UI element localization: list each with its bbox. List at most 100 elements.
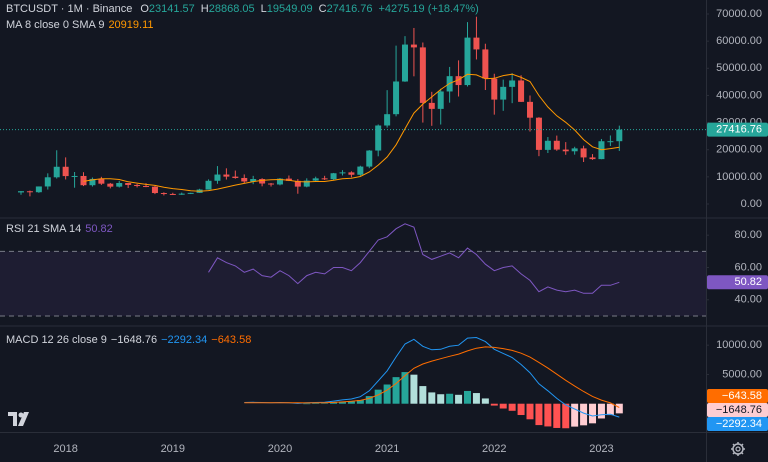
candle-body bbox=[330, 173, 337, 180]
value-tag: 27416.76 bbox=[716, 123, 762, 135]
histogram-bar bbox=[392, 377, 400, 404]
candle-body bbox=[366, 150, 373, 167]
candle-body bbox=[143, 186, 150, 188]
histogram-bar bbox=[580, 403, 588, 426]
candle-body bbox=[410, 44, 417, 48]
candle-body bbox=[134, 184, 141, 187]
candle-body bbox=[116, 183, 123, 187]
value-tag-bg bbox=[707, 275, 768, 290]
candle-body bbox=[571, 148, 578, 152]
histogram-bar bbox=[338, 401, 346, 404]
candle-body bbox=[518, 80, 525, 102]
symbol-title: BTCUSDT · 1M · Binance bbox=[6, 3, 133, 15]
histogram-bar bbox=[544, 403, 552, 427]
candle-body bbox=[187, 192, 194, 194]
candle-body bbox=[464, 37, 471, 86]
ohlc-value: 27416.76 bbox=[326, 3, 373, 15]
histogram-bar bbox=[553, 403, 561, 428]
histogram-bar bbox=[401, 372, 409, 404]
candle-body bbox=[321, 178, 328, 180]
y-tick-label: 80.00 bbox=[734, 229, 762, 241]
macd-legend: MACD 12 26 close 9 −1648.76 −2292.34 −643.5… bbox=[6, 332, 255, 348]
ohlc-value: 23141.57 bbox=[148, 3, 195, 15]
candle-body bbox=[44, 177, 51, 187]
histogram-bar bbox=[499, 403, 507, 409]
histogram-bar bbox=[481, 398, 489, 404]
candle-body bbox=[151, 186, 158, 194]
candle-body bbox=[107, 183, 114, 187]
value-tag: −2292.34 bbox=[716, 418, 762, 430]
rsi-title: RSI 21 SMA 14 bbox=[6, 223, 82, 235]
histogram-bar bbox=[526, 403, 534, 420]
candle-body bbox=[232, 176, 239, 178]
histogram-bar bbox=[321, 403, 329, 404]
rsi-value: 50.82 bbox=[85, 223, 113, 235]
histogram-bar bbox=[383, 384, 391, 404]
y-tick-label: 60000.00 bbox=[716, 35, 762, 47]
ma-value: 20919.11 bbox=[108, 19, 154, 31]
ohlc-value: 19549.09 bbox=[266, 3, 313, 15]
rsi-band bbox=[0, 251, 706, 316]
histogram-bar bbox=[365, 396, 373, 404]
candle-body bbox=[616, 129, 623, 142]
candle-body bbox=[241, 177, 248, 182]
candle-body bbox=[437, 91, 444, 109]
change: +4275.19 (+18.47%) bbox=[378, 3, 479, 15]
candle-body bbox=[544, 140, 551, 150]
candle-body bbox=[268, 183, 275, 185]
histogram-bar bbox=[330, 402, 338, 404]
x-tick-label: 2023 bbox=[589, 443, 613, 455]
ohlc-value: 28868.05 bbox=[208, 3, 255, 15]
settings-gear[interactable] bbox=[731, 442, 745, 456]
candle-body bbox=[419, 47, 426, 103]
candle-body bbox=[393, 81, 400, 115]
candle-body bbox=[62, 166, 69, 177]
hist-value: −1648.76 bbox=[110, 334, 158, 346]
candle-body bbox=[26, 191, 33, 193]
value-tag-bg bbox=[707, 389, 768, 403]
value-tag-bg bbox=[707, 417, 768, 431]
x-tick-label: 2021 bbox=[375, 443, 399, 455]
y-tick-label: 40000.00 bbox=[716, 89, 762, 101]
candle-body bbox=[89, 178, 96, 186]
histogram-bar bbox=[356, 400, 364, 404]
candle-body bbox=[455, 76, 462, 86]
candle-body bbox=[527, 101, 534, 118]
symbol-line: BTCUSDT · 1M · Binance O23141.57 H28868.05… bbox=[6, 1, 485, 17]
histogram-bar bbox=[437, 394, 445, 404]
candle-body bbox=[294, 180, 301, 187]
tradingview-logo[interactable] bbox=[8, 412, 29, 426]
histogram-bar bbox=[303, 403, 311, 405]
histogram-bar bbox=[455, 394, 463, 404]
histogram-bar bbox=[508, 403, 516, 411]
x-tick-label: 2019 bbox=[161, 443, 185, 455]
candle-body bbox=[509, 80, 516, 87]
histogram-bar bbox=[472, 393, 480, 404]
rsi-legend: RSI 21 SMA 14 50.82 bbox=[6, 221, 117, 237]
candle-body bbox=[401, 44, 408, 82]
candle-body bbox=[223, 174, 230, 177]
candle-body bbox=[285, 178, 292, 181]
candle-body bbox=[348, 172, 355, 175]
histogram-bar bbox=[606, 403, 614, 416]
ohlc-label: C bbox=[318, 3, 327, 15]
ma-line: MA 8 close 0 SMA 9 20919.11 bbox=[6, 17, 485, 33]
candle-body bbox=[535, 117, 542, 150]
candle-body bbox=[214, 174, 221, 181]
candle-body bbox=[589, 157, 596, 160]
candle-body bbox=[491, 78, 498, 100]
candle-body bbox=[18, 191, 24, 193]
histogram-bar bbox=[571, 403, 579, 427]
value-tag-bg bbox=[707, 122, 768, 137]
y-tick-label: 60.00 bbox=[734, 261, 762, 273]
y-tick-label: 10000.00 bbox=[716, 171, 762, 183]
histogram-bar bbox=[374, 389, 382, 404]
histogram-bar bbox=[428, 392, 436, 404]
ohlc-label: L bbox=[260, 3, 267, 15]
histogram-bar bbox=[446, 393, 454, 404]
signal-value: −643.58 bbox=[211, 334, 252, 346]
value-tag: 50.82 bbox=[734, 276, 762, 288]
candle-body bbox=[259, 179, 266, 184]
